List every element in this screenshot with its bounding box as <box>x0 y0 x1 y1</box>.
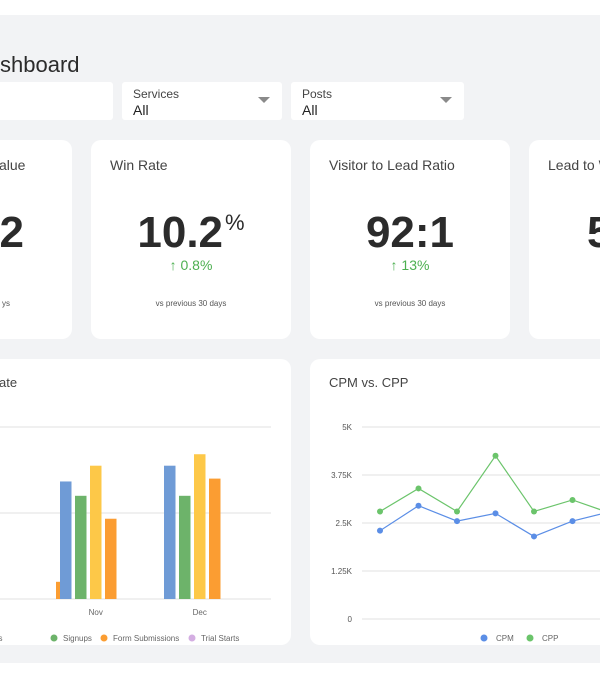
kpi-value: 5 <box>587 208 600 257</box>
y-tick-label: 0 <box>348 615 353 624</box>
kpi-card-visitor-lead: Visitor to Lead Ratio 92:1 ↑ 13% vs prev… <box>310 140 510 339</box>
legend-label: Form Submissions <box>113 634 179 643</box>
chart-title: CPM vs. CPP <box>329 375 409 390</box>
data-point <box>531 533 537 540</box>
legend-dot <box>50 634 58 642</box>
data-point <box>531 508 537 515</box>
chevron-down-icon <box>258 97 270 103</box>
legend-label: CPP <box>542 634 558 643</box>
chevron-down-icon <box>440 97 452 103</box>
data-point <box>454 518 460 525</box>
kpi-sub: vs previous 30 days <box>155 299 227 308</box>
services-filter[interactable]: Services All <box>122 82 282 120</box>
data-point <box>377 527 383 534</box>
x-tick-label: Dec <box>193 608 207 617</box>
bar <box>164 465 176 599</box>
legend-label: Signups <box>63 634 92 643</box>
filter-label: Services <box>133 87 180 101</box>
bar-chart-card: ate Nov Dec urchases Signups Form Submission… <box>0 359 291 645</box>
bar <box>209 478 221 599</box>
data-point <box>454 508 460 515</box>
kpi-card-win-rate: Win Rate 10.2% ↑ 0.8% vs previous 30 day… <box>91 140 291 339</box>
page-title: shboard <box>0 52 80 77</box>
kpi-change: ↑ 0.8% <box>169 257 213 273</box>
bar-chart: Nov Dec urchases Signups Form Submissions Tri… <box>0 426 271 643</box>
legend-label: urchases <box>0 634 2 643</box>
data-point <box>569 496 576 503</box>
chart-title: ate <box>0 375 18 390</box>
series-line <box>379 505 600 538</box>
kpi-title: Visitor to Lead Ratio <box>329 157 455 173</box>
data-point <box>492 452 499 459</box>
posts-filter[interactable]: Posts All <box>291 82 464 120</box>
line-chart: 0 1.25K 2.5K 3.75K 5K CPM CPP <box>331 423 600 643</box>
kpi-value: 10.2% <box>137 208 245 257</box>
kpi-title: Lead to W <box>548 157 600 173</box>
series-line <box>379 454 600 513</box>
bar <box>60 481 72 599</box>
legend-label: CPM <box>496 634 514 643</box>
bar <box>105 518 117 599</box>
data-point <box>569 518 576 525</box>
data-point <box>415 485 422 492</box>
y-tick-label: 2.5K <box>336 519 353 528</box>
kpi-title: alue <box>0 157 26 173</box>
kpi-card-lead-to-w: Lead to W 5 <box>529 140 600 339</box>
legend-dot <box>526 634 534 642</box>
bar <box>179 495 191 599</box>
data-point <box>492 510 499 517</box>
legend-dot <box>480 634 488 642</box>
bar <box>194 454 206 599</box>
legend-label: Trial Starts <box>201 634 239 643</box>
y-tick-label: 3.75K <box>331 471 353 480</box>
kpi-sub: ys <box>2 299 10 308</box>
data-point <box>377 508 383 515</box>
kpi-unit: % <box>225 210 245 235</box>
y-tick-label: 1.25K <box>331 567 353 576</box>
filter-value: All <box>133 102 149 118</box>
legend-dot <box>100 634 108 642</box>
filter-value: All <box>302 102 318 118</box>
y-tick-label: 5K <box>342 423 352 432</box>
kpi-sub: vs previous 30 days <box>374 299 446 308</box>
kpi-title: Win Rate <box>110 157 168 173</box>
legend-dot <box>188 634 196 642</box>
kpi-value: 92:1 <box>365 208 455 257</box>
dashboard-panel: shboard Services All Posts All alue 2 ys… <box>0 15 600 663</box>
data-point <box>415 502 422 509</box>
arrow-up-icon: ↑ <box>390 257 398 273</box>
kpi-value: 2 <box>0 208 24 257</box>
filter-dropdown-1[interactable] <box>0 82 113 120</box>
arrow-up-icon: ↑ <box>169 257 177 273</box>
line-chart-card: CPM vs. CPP 0 1.25K 2.5K 3.75K 5K CPM CPP <box>310 359 600 645</box>
filter-label: Posts <box>302 87 333 101</box>
kpi-card-value: alue 2 ys <box>0 140 72 339</box>
bar <box>75 495 87 599</box>
kpi-change: ↑ 13% <box>390 257 430 273</box>
x-tick-label: Nov <box>89 608 103 617</box>
bar <box>90 465 102 599</box>
